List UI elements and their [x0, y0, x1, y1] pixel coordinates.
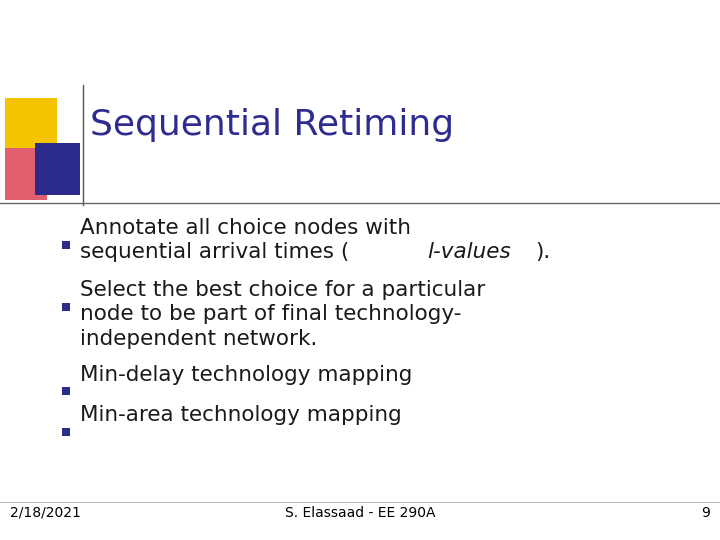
Bar: [5, 98, 57, 150]
Text: 9: 9: [701, 506, 710, 520]
Text: l-values: l-values: [428, 242, 511, 262]
Bar: [5, 148, 47, 200]
Text: 2/18/2021: 2/18/2021: [10, 506, 81, 520]
Bar: [62, 241, 70, 248]
Text: sequential arrival times (: sequential arrival times (: [80, 242, 349, 262]
Bar: [35, 143, 80, 195]
Text: Select the best choice for a particular: Select the best choice for a particular: [80, 280, 485, 300]
Bar: [62, 303, 70, 311]
Text: Annotate all choice nodes with: Annotate all choice nodes with: [80, 218, 411, 238]
Text: Min-delay technology mapping: Min-delay technology mapping: [80, 364, 413, 384]
Text: independent network.: independent network.: [80, 328, 318, 348]
Bar: [62, 387, 70, 395]
Bar: [62, 428, 70, 436]
Text: node to be part of final technology-: node to be part of final technology-: [80, 305, 462, 325]
Text: Sequential Retiming: Sequential Retiming: [90, 108, 454, 142]
Text: Min-area technology mapping: Min-area technology mapping: [80, 406, 402, 426]
Text: ).: ).: [536, 242, 551, 262]
Text: S. Elassaad - EE 290A: S. Elassaad - EE 290A: [284, 506, 436, 520]
